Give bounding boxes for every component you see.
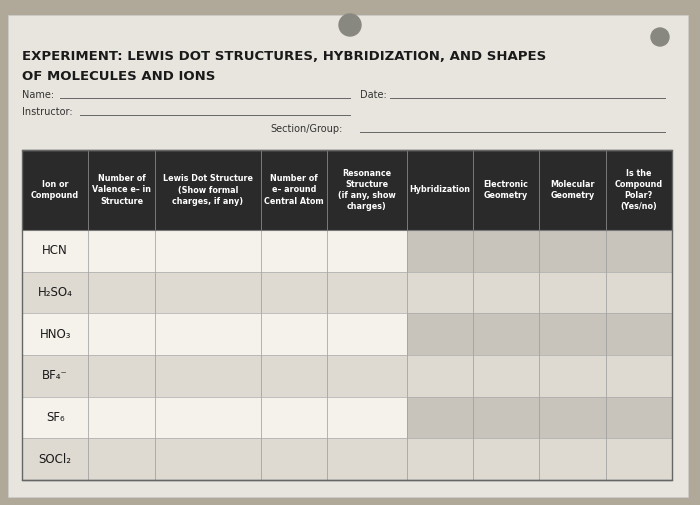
Bar: [606, 272, 672, 313]
Bar: [606, 396, 672, 438]
Text: BF₄⁻: BF₄⁻: [42, 369, 68, 382]
Text: Lewis Dot Structure
(Show formal
charges, if any): Lewis Dot Structure (Show formal charges…: [162, 174, 253, 206]
Bar: [88, 396, 155, 438]
Bar: [88, 355, 155, 396]
Bar: [606, 313, 672, 355]
Text: Molecular
Geometry: Molecular Geometry: [550, 180, 595, 200]
Bar: [327, 272, 407, 313]
Bar: [473, 438, 539, 480]
Bar: [407, 313, 473, 355]
Bar: [407, 272, 473, 313]
Text: Ion or
Compound: Ion or Compound: [31, 180, 79, 200]
Bar: [473, 313, 539, 355]
Bar: [22, 355, 88, 396]
Bar: [88, 230, 155, 272]
Bar: [22, 438, 88, 480]
Bar: [407, 230, 473, 272]
Circle shape: [651, 28, 669, 46]
Bar: [473, 230, 539, 272]
Bar: [473, 355, 539, 396]
Bar: [539, 272, 606, 313]
Bar: [155, 230, 261, 272]
Bar: [261, 313, 327, 355]
Bar: [88, 313, 155, 355]
Bar: [327, 230, 407, 272]
Bar: [22, 150, 672, 480]
Text: EXPERIMENT: LEWIS DOT STRUCTURES, HYBRIDIZATION, AND SHAPES: EXPERIMENT: LEWIS DOT STRUCTURES, HYBRID…: [22, 50, 546, 63]
Bar: [539, 313, 606, 355]
Bar: [606, 230, 672, 272]
Bar: [155, 272, 261, 313]
Bar: [407, 355, 473, 396]
Text: SOCl₂: SOCl₂: [38, 452, 71, 466]
Bar: [22, 230, 88, 272]
Bar: [407, 396, 473, 438]
Bar: [261, 396, 327, 438]
Text: OF MOLECULES AND IONS: OF MOLECULES AND IONS: [22, 70, 216, 83]
Bar: [155, 355, 261, 396]
Text: SF₆: SF₆: [46, 411, 64, 424]
Bar: [327, 438, 407, 480]
Bar: [473, 396, 539, 438]
Text: Resonance
Structure
(if any, show
charges): Resonance Structure (if any, show charge…: [338, 169, 395, 211]
Bar: [261, 355, 327, 396]
Bar: [261, 230, 327, 272]
Bar: [88, 272, 155, 313]
Bar: [155, 396, 261, 438]
Text: Number of
e– around
Central Atom: Number of e– around Central Atom: [264, 174, 324, 206]
Bar: [22, 272, 88, 313]
Text: Number of
Valence e– in
Structure: Number of Valence e– in Structure: [92, 174, 151, 206]
Bar: [606, 438, 672, 480]
Text: Instructor:: Instructor:: [22, 107, 73, 117]
Bar: [327, 396, 407, 438]
Text: Electronic
Geometry: Electronic Geometry: [484, 180, 528, 200]
Bar: [261, 438, 327, 480]
Bar: [22, 150, 672, 230]
Text: Hybridization: Hybridization: [410, 185, 470, 194]
Bar: [155, 313, 261, 355]
Text: HNO₃: HNO₃: [39, 328, 71, 341]
Bar: [473, 272, 539, 313]
Bar: [88, 438, 155, 480]
Bar: [155, 438, 261, 480]
Bar: [327, 355, 407, 396]
Text: Section/Group:: Section/Group:: [270, 124, 342, 134]
Bar: [539, 230, 606, 272]
Bar: [539, 396, 606, 438]
Text: HCN: HCN: [42, 244, 68, 258]
Text: Is the
Compound
Polar?
(Yes/no): Is the Compound Polar? (Yes/no): [615, 169, 663, 211]
Bar: [539, 438, 606, 480]
Bar: [22, 313, 88, 355]
Text: H₂SO₄: H₂SO₄: [38, 286, 73, 299]
Bar: [407, 438, 473, 480]
Circle shape: [339, 14, 361, 36]
Bar: [606, 355, 672, 396]
Bar: [539, 355, 606, 396]
Text: Date:: Date:: [360, 90, 386, 100]
Bar: [22, 396, 88, 438]
Bar: [261, 272, 327, 313]
Text: Name:: Name:: [22, 90, 54, 100]
Bar: [327, 313, 407, 355]
